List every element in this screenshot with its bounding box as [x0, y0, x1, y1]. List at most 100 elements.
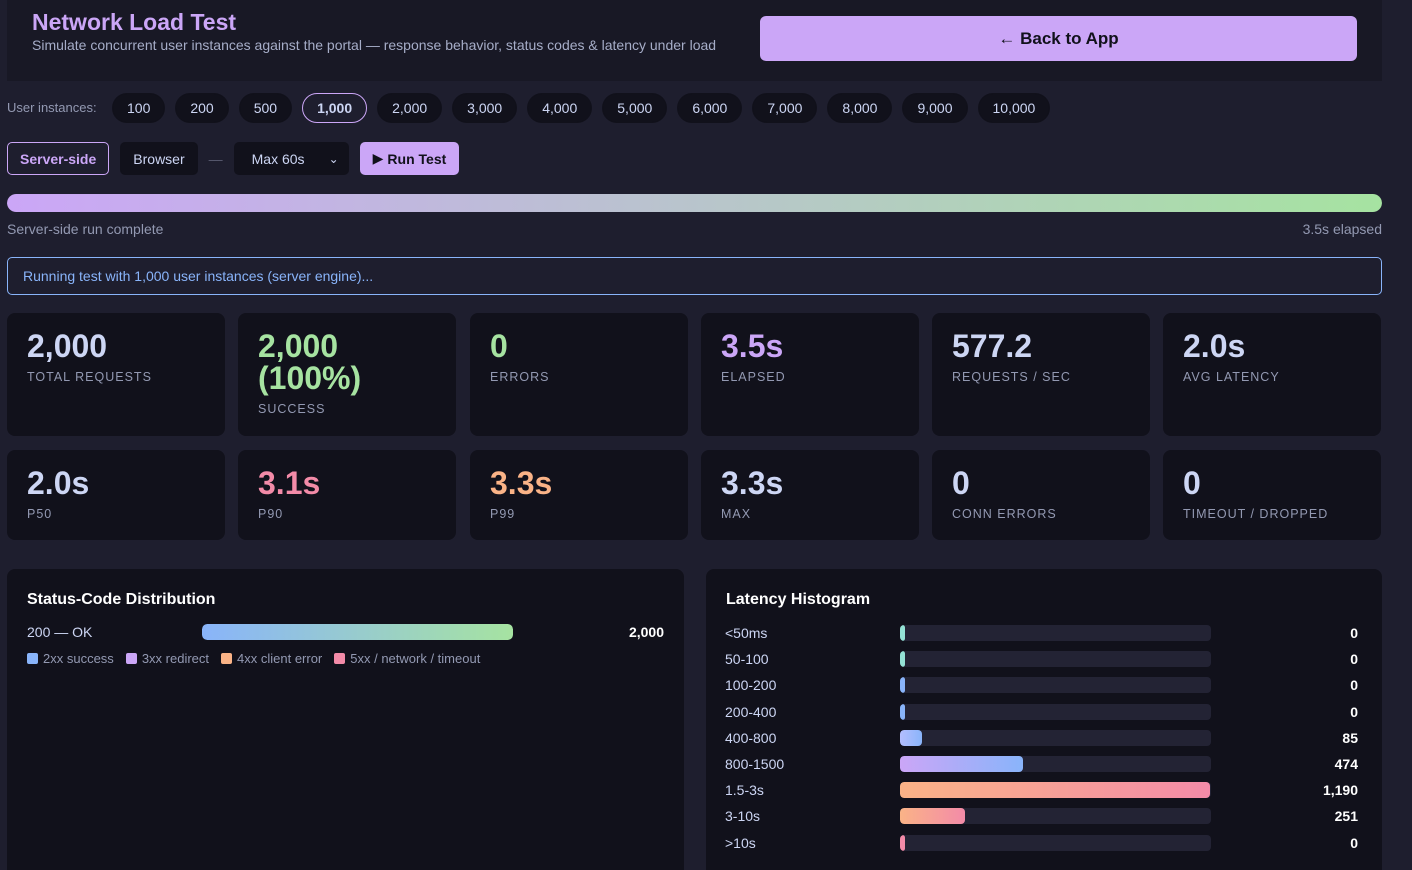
metric-label: TOTAL REQUESTS [27, 370, 152, 384]
metric-label: ERRORS [490, 370, 550, 384]
run-test-button[interactable]: ▶ Run Test [359, 142, 460, 175]
legend-label: 4xx client error [237, 651, 323, 666]
status-legend: 2xx success 3xx redirect 4xx client error 5… [27, 651, 480, 666]
status-code-panel: Status-Code Distribution 200 — OK 2,000 … [7, 569, 684, 870]
instance-option[interactable]: 3,000 [452, 93, 518, 123]
metric-card: 2.0s P50 [7, 450, 225, 540]
latency-panel-title: Latency Histogram [726, 591, 871, 608]
histogram-row: 200-400 0 [706, 702, 1382, 722]
histogram-bucket-label: 400-800 [725, 729, 777, 746]
histogram-bar [900, 703, 905, 720]
metric-value: 3.5s [721, 328, 784, 364]
instance-option[interactable]: 8,000 [827, 93, 893, 123]
back-to-app-button[interactable]: ← Back to App [760, 16, 1357, 61]
histogram-bucket-count: 85 [1342, 729, 1358, 746]
metric-card: 3.5s ELAPSED [701, 313, 919, 436]
latency-histogram-panel: Latency Histogram <50ms 0 50-100 0 100-200 0 2… [706, 569, 1382, 870]
instance-option[interactable]: 6,000 [677, 93, 743, 123]
metric-value: 577.2 [952, 328, 1033, 364]
histogram-bucket-label: 3-10s [725, 808, 761, 825]
instance-option[interactable]: 500 [238, 93, 293, 123]
status-row-label: 200 — OK [27, 624, 93, 640]
histogram-bucket-count: 0 [1350, 625, 1358, 641]
histogram-bucket-count: 0 [1350, 651, 1358, 668]
duration-select[interactable]: Max 60s ⌄ [233, 142, 349, 175]
metric-card: 0 TIMEOUT / DROPPED [1163, 450, 1381, 540]
metric-value: 3.3s [490, 465, 553, 501]
metric-value: 2,000 (100%) [258, 328, 362, 396]
histogram-bar [900, 834, 905, 851]
histogram-bucket-count: 0 [1350, 677, 1358, 694]
legend-swatch [27, 653, 38, 664]
instance-option[interactable]: 2,000 [377, 93, 443, 123]
info-message: Running test with 1,000 user instances (… [7, 257, 1382, 295]
play-icon: ▶ [372, 150, 384, 166]
progress-elapsed: 3.5s elapsed [1302, 221, 1382, 237]
instance-option[interactable]: 9,000 [902, 93, 968, 123]
metric-label: SUCCESS [258, 402, 326, 416]
histogram-row: 50-100 0 [706, 649, 1382, 669]
metric-label: P90 [258, 507, 284, 521]
instance-option[interactable]: 1,000 [302, 93, 368, 123]
metric-label: CONN ERRORS [952, 507, 1057, 521]
histogram-bar-track [900, 808, 1211, 825]
histogram-row: 100-200 0 [706, 675, 1382, 695]
metric-label: P50 [27, 507, 53, 521]
legend-label: 5xx / network / timeout [350, 651, 481, 666]
metric-card: 577.2 REQUESTS / SEC [932, 313, 1150, 436]
instance-option[interactable]: 4,000 [527, 93, 593, 123]
chevron-down-icon: ⌄ [328, 151, 339, 166]
page-title: Network Load Test [32, 9, 237, 35]
run-test-label: Run Test [387, 150, 447, 167]
histogram-bucket-count: 474 [1334, 756, 1358, 772]
metric-value: 2.0s [27, 465, 90, 501]
metric-card: 0 ERRORS [470, 313, 688, 436]
histogram-bucket-count: 1,190 [1322, 782, 1358, 799]
metric-label: TIMEOUT / DROPPED [1183, 507, 1329, 521]
instance-option[interactable]: 10,000 [977, 93, 1051, 123]
instance-option[interactable]: 100 [112, 93, 166, 123]
instance-option[interactable]: 200 [175, 93, 229, 123]
server-side-mode-button[interactable]: Server-side [7, 142, 110, 175]
metric-card: 2,000 TOTAL REQUESTS [7, 313, 225, 436]
histogram-bar-track [900, 677, 1211, 694]
metric-label: REQUESTS / SEC [952, 370, 1071, 384]
histogram-bar-track [900, 729, 1211, 746]
metric-card: 3.3s P99 [470, 450, 688, 540]
metric-label: AVG LATENCY [1183, 370, 1280, 384]
histogram-bucket-label: <50ms [725, 625, 768, 641]
user-instances-selector: 100 200 500 1,000 2,000 3,000 4,000 5,000 6,000 7… [112, 93, 1051, 123]
metric-card: 0 CONN ERRORS [932, 450, 1150, 540]
histogram-bucket-label: 1.5-3s [725, 782, 764, 799]
histogram-bucket-label: 200-400 [725, 703, 777, 720]
browser-mode-button[interactable]: Browser [120, 142, 198, 175]
histogram-bucket-count: 251 [1334, 808, 1358, 825]
metric-value: 0 [1183, 465, 1201, 501]
metric-label: MAX [721, 507, 752, 521]
metric-card: 2,000 (100%) SUCCESS [238, 313, 456, 436]
metric-value: 3.3s [721, 465, 784, 501]
legend-label: 3xx redirect [141, 651, 210, 666]
legend-item: 2xx success [27, 651, 114, 666]
metric-card: 2.0s AVG LATENCY [1163, 313, 1381, 436]
legend-swatch [334, 653, 346, 664]
histogram-bar [900, 625, 905, 641]
metric-value: 2,000 [27, 328, 108, 364]
histogram-bar [900, 782, 1210, 799]
legend-label: 2xx success [43, 651, 114, 666]
histogram-row: <50ms 0 [706, 623, 1382, 643]
instance-option[interactable]: 7,000 [752, 93, 818, 123]
histogram-row: 3-10s 251 [706, 806, 1382, 826]
metric-card: 3.1s P90 [238, 450, 456, 540]
status-panel-title: Status-Code Distribution [27, 591, 216, 608]
metric-card: 3.3s MAX [701, 450, 919, 540]
histogram-bar [900, 756, 1024, 772]
histogram-bar [900, 651, 905, 668]
histogram-bucket-label: 800-1500 [725, 756, 785, 772]
instance-option[interactable]: 5,000 [602, 93, 668, 123]
histogram-bar-track [900, 625, 1211, 641]
page-subtitle: Simulate concurrent user instances again… [32, 37, 717, 53]
legend-item: 4xx client error [221, 651, 322, 666]
metric-label: P99 [490, 507, 516, 521]
duration-select-value: Max 60s [251, 150, 305, 167]
